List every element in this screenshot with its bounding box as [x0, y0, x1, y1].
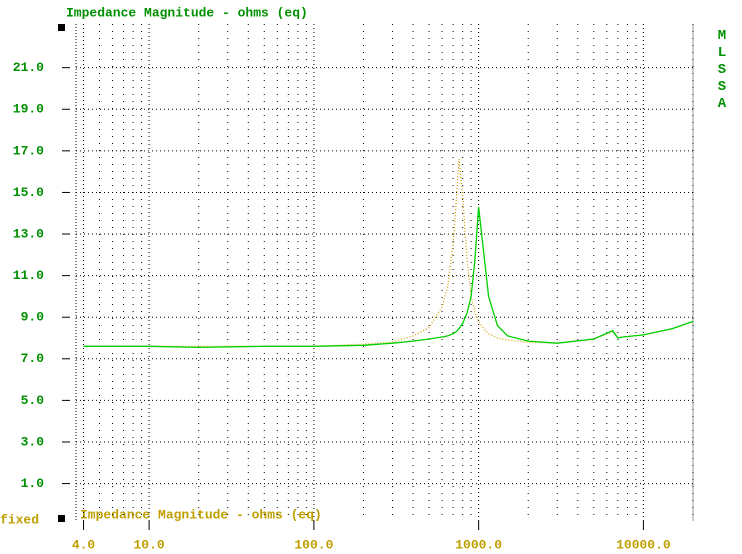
y-tick-label: 11.0: [13, 268, 44, 283]
y-tick-label: 13.0: [13, 226, 44, 241]
x-tick-label: 1000.0: [455, 537, 502, 552]
corner-marker: [58, 24, 65, 31]
series-line: [83, 206, 694, 349]
footer-label: Impedance Magnitude - ohms (eq): [80, 507, 322, 522]
y-tick-label: 21.0: [13, 60, 44, 75]
chart-title: Impedance Magnitude - ohms (eq): [66, 5, 308, 20]
series-line: [83, 159, 694, 347]
y-tick-label: 3.0: [21, 434, 45, 449]
y-tick-label: 5.0: [21, 393, 45, 408]
side-label: MLSSA: [714, 28, 730, 113]
y-tick-label: 17.0: [13, 143, 44, 158]
y-tick-label: 7.0: [21, 351, 45, 366]
y-tick-label: 19.0: [13, 102, 44, 117]
y-tick-label: 15.0: [13, 185, 44, 200]
x-tick-label: 10000.0: [616, 537, 671, 552]
y-tick-label: 9.0: [21, 310, 45, 325]
y-tick-label: 1.0: [21, 476, 45, 491]
x-tick-label: 4.0: [72, 537, 96, 552]
x-tick-label: 100.0: [294, 537, 333, 552]
x-tick-label: 10.0: [133, 537, 164, 552]
corner-marker: [58, 515, 65, 522]
corner-label: fixed: [0, 512, 39, 527]
